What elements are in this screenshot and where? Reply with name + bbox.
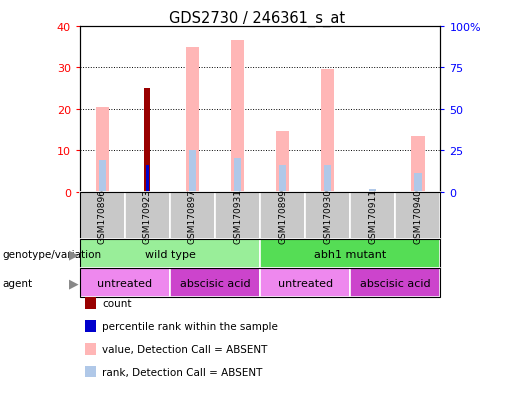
Text: wild type: wild type [145, 249, 195, 259]
Bar [411, 136, 424, 192]
Bar [96, 107, 109, 192]
Bar [276, 132, 289, 192]
Text: agent: agent [3, 278, 32, 288]
Text: ▶: ▶ [69, 247, 78, 261]
Text: percentile rank within the sample: percentile rank within the sample [102, 321, 279, 331]
Bar [144, 89, 150, 192]
Text: abh1 mutant: abh1 mutant [314, 249, 386, 259]
Text: value, Detection Call = ABSENT: value, Detection Call = ABSENT [102, 344, 268, 354]
Text: GSM170911: GSM170911 [368, 188, 377, 243]
Bar [234, 159, 241, 192]
Bar [99, 161, 106, 192]
Text: GDS2730 / 246361_s_at: GDS2730 / 246361_s_at [169, 10, 346, 26]
Text: genotype/variation: genotype/variation [3, 249, 101, 259]
Bar [186, 47, 199, 192]
Text: count: count [102, 299, 132, 309]
Bar [279, 165, 286, 192]
Text: untreated: untreated [97, 278, 152, 288]
Text: GSM170931: GSM170931 [233, 188, 242, 243]
Text: GSM170896: GSM170896 [98, 188, 107, 243]
Bar [189, 151, 196, 192]
Bar [231, 41, 244, 192]
Text: rank, Detection Call = ABSENT: rank, Detection Call = ABSENT [102, 367, 263, 377]
Bar [324, 165, 331, 192]
Text: GSM170940: GSM170940 [414, 188, 422, 243]
Text: ▶: ▶ [69, 276, 78, 290]
Text: untreated: untreated [278, 278, 333, 288]
Bar [414, 173, 421, 192]
Bar [321, 70, 334, 192]
Bar [369, 190, 376, 192]
Text: abscisic acid: abscisic acid [180, 278, 250, 288]
Text: GSM170923: GSM170923 [143, 188, 152, 243]
Text: GSM170899: GSM170899 [278, 188, 287, 243]
Bar [146, 165, 149, 192]
Text: abscisic acid: abscisic acid [360, 278, 431, 288]
Text: GSM170897: GSM170897 [188, 188, 197, 243]
Text: GSM170930: GSM170930 [323, 188, 332, 243]
